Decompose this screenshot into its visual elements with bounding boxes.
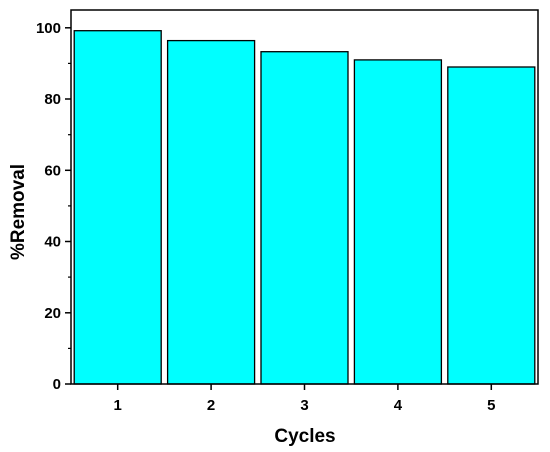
x-tick-label: 3: [300, 397, 308, 414]
y-tick-label: 0: [53, 376, 61, 393]
y-axis-title: %Removal: [8, 164, 29, 260]
bars-group: [73, 30, 536, 385]
bar: [447, 66, 536, 385]
bar: [260, 51, 349, 385]
plot-frame: [70, 9, 539, 385]
bar: [73, 30, 162, 385]
x-tick-label: 1: [114, 397, 122, 414]
x-tick-label: 2: [207, 397, 215, 414]
y-tick-label: 20: [44, 305, 61, 322]
y-tick-label: 40: [44, 234, 61, 251]
bar: [353, 59, 443, 385]
y-tick-label: 80: [44, 91, 61, 108]
x-tick-label: 4: [394, 397, 403, 414]
x-tick-label: 5: [487, 397, 495, 414]
x-axis-title: Cycles: [274, 426, 335, 447]
axes-group: [65, 9, 539, 390]
y-tick-label: 100: [36, 20, 61, 37]
y-tick-label: 60: [44, 162, 61, 179]
tick-labels-group: 1 2 3 4 5 0 20 40 60 80 100: [36, 20, 496, 414]
bar: [166, 39, 256, 385]
